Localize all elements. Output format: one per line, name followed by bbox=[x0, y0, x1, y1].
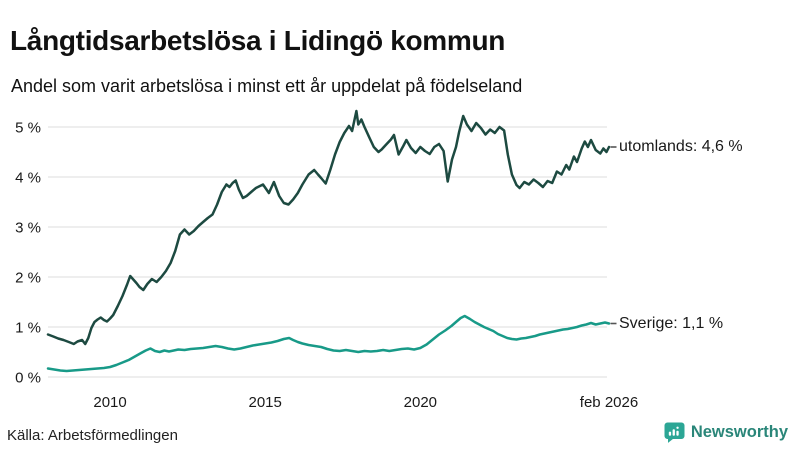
x-tick-label: 2010 bbox=[93, 394, 126, 411]
y-tick-label: 2 % bbox=[15, 270, 41, 287]
series-line-utomlands bbox=[46, 109, 611, 346]
newsworthy-wordmark: Newsworthy bbox=[690, 423, 788, 441]
source-note: Källa: Arbetsförmedlingen bbox=[7, 427, 178, 444]
chart-title: Långtidsarbetslösa i Lidingö kommun bbox=[10, 24, 506, 56]
y-tick-label: 1 % bbox=[15, 320, 41, 337]
x-tick-label: 2020 bbox=[404, 394, 437, 411]
series-lines bbox=[46, 109, 617, 373]
newsworthy-logo-icon bbox=[664, 422, 685, 443]
axis-tick-labels: 0 % 1 % 2 % 3 % 4 % 5 % 2010 2015 2020 feb 2026 bbox=[15, 120, 638, 412]
y-tick-label: 0 % bbox=[15, 370, 41, 387]
chart-subtitle: Andel som varit arbetslösa i minst ett å… bbox=[11, 76, 523, 96]
x-tick-label: feb 2026 bbox=[580, 394, 638, 411]
series-end-label-utomlands: utomlands: 4,6 % bbox=[619, 138, 743, 155]
x-tick-label: 2015 bbox=[249, 394, 282, 411]
series-line-sverige bbox=[46, 314, 611, 373]
series-end-label-sverige: Sverige: 1,1 % bbox=[619, 314, 724, 332]
y-tick-label: 5 % bbox=[15, 120, 41, 137]
newsworthy-brand[interactable]: Newsworthy bbox=[664, 422, 788, 443]
y-tick-label: 3 % bbox=[15, 220, 41, 237]
y-tick-label: 4 % bbox=[15, 170, 41, 187]
